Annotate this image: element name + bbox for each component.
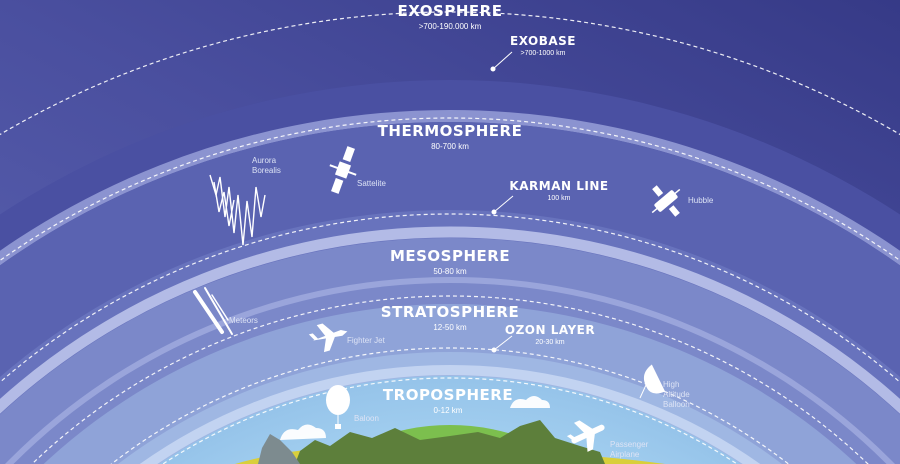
ozone-title: OZON LAYER	[504, 323, 596, 337]
high-altitude-balloon-icon	[639, 364, 666, 399]
ozone-band	[140, 365, 760, 464]
exobase-dot	[490, 66, 496, 72]
troposphere-boundary	[162, 377, 738, 464]
karman-title: KARMAN LINE	[509, 179, 609, 193]
exobase-range: >700-1000 km	[520, 50, 566, 57]
satellite-icon	[329, 146, 357, 194]
troposphere-label: TROPOSPHERE 0-12 km	[383, 386, 513, 415]
fighter-jet-icon	[308, 323, 348, 353]
stratosphere-title: STRATOSPHERE	[380, 303, 520, 321]
rock-left	[258, 434, 300, 464]
aurora-caption: Aurora Borealis	[252, 156, 281, 175]
ozone-boundary	[110, 347, 790, 464]
passenger-airplane-icon	[566, 420, 605, 452]
exosphere-label: EXOSPHERE >700-190.000 km	[398, 2, 503, 31]
ozone-range: 20-30 km	[535, 339, 565, 346]
exobase-band	[0, 110, 900, 266]
thermosphere-label: THERMOSPHERE 80-700 km	[378, 122, 523, 151]
exobase-label: EXOBASE >700-1000 km	[510, 34, 576, 57]
fighter-jet-caption: Fighter Jet	[347, 336, 385, 345]
stratosphere-label: STRATOSPHERE 12-50 km	[381, 303, 519, 332]
hubble-icon	[651, 185, 681, 217]
thermosphere-title: THERMOSPHERE	[377, 122, 523, 140]
cloud-right	[510, 396, 550, 408]
thermosphere-range: 80-700 km	[431, 142, 469, 151]
ozone-label: OZON LAYER 20-30 km	[505, 323, 595, 346]
balloon-icon	[326, 385, 350, 429]
stratosphere-boundary	[31, 295, 869, 464]
mountain-range	[295, 420, 605, 464]
aurora-icon	[209, 174, 266, 246]
hubble-caption: Hubble	[688, 196, 714, 205]
mesosphere-label: MESOSPHERE 50-80 km	[390, 247, 510, 276]
exobase-title: EXOBASE	[510, 34, 576, 48]
meteors-caption: Meteors	[229, 316, 258, 325]
ozone-dot	[491, 347, 497, 353]
passenger-airplane-caption: Passenger Airplane	[610, 440, 649, 459]
earth	[235, 420, 665, 464]
ozone-pointer	[493, 335, 513, 351]
mesosphere-title: MESOSPHERE	[389, 247, 511, 265]
karman-dot	[491, 209, 497, 215]
mesosphere-band	[5, 277, 895, 464]
karman-range: 100 km	[547, 195, 571, 202]
mesosphere-range: 50-80 km	[433, 267, 467, 276]
troposphere-range: 0-12 km	[433, 406, 463, 415]
karman-pointer	[493, 195, 514, 213]
exobase-boundary	[0, 117, 900, 262]
meteors-icon	[193, 287, 233, 335]
exosphere-range: >700-190.000 km	[418, 22, 482, 31]
exosphere-title: EXOSPHERE	[397, 2, 503, 20]
balloon-caption: Baloon	[354, 414, 379, 423]
karman-label: KARMAN LINE 100 km	[509, 179, 608, 202]
troposphere-title: TROPOSPHERE	[382, 386, 514, 404]
high-altitude-balloon-caption: High Altitude Balloon	[663, 380, 690, 409]
cloud-left	[280, 424, 326, 440]
exobase-pointer	[492, 51, 513, 70]
stratosphere-range: 12-50 km	[433, 323, 467, 332]
karman-band	[0, 226, 900, 415]
satellite-caption: Sattelite	[357, 179, 386, 188]
